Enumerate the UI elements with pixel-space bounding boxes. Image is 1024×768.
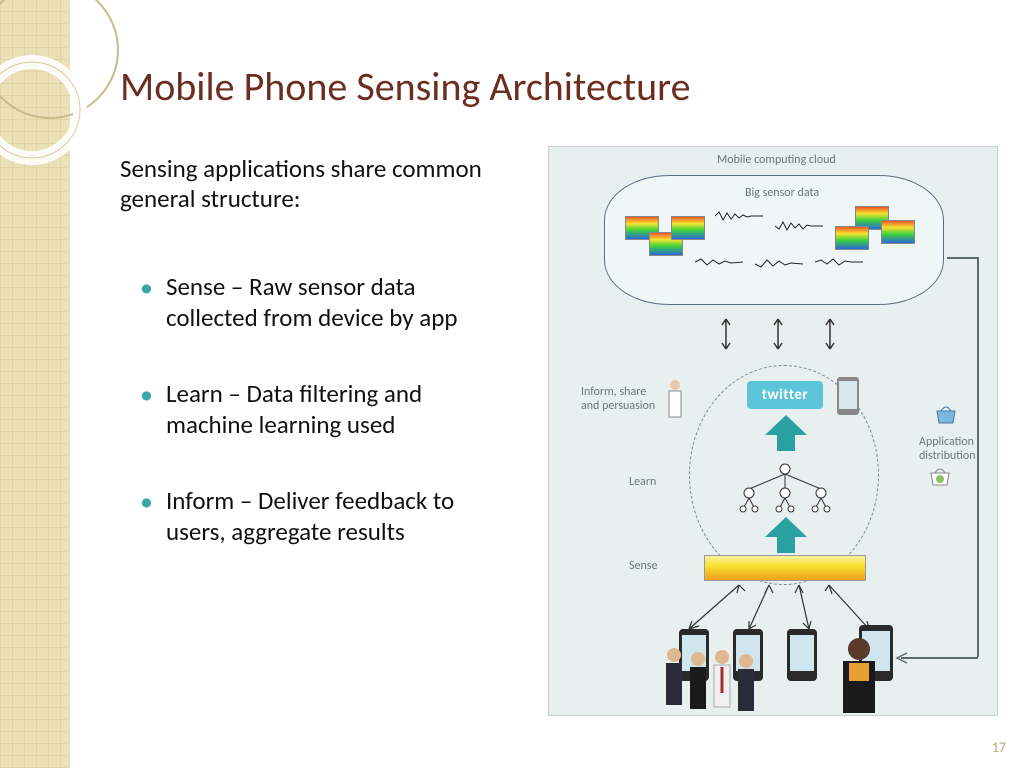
learn-network-icon [735,463,835,513]
phone-icon [787,629,817,681]
label-sense: Sense [629,559,657,573]
person-icon [733,653,759,715]
arrowhead-icon [895,651,909,665]
page-number: 17 [992,739,1006,756]
bullet-learn: Learn – Data filtering and machine learn… [140,379,510,440]
cloud-shape: Big sensor data [604,175,944,305]
dist-line [977,257,979,657]
waveform-icon [755,256,803,268]
slide-title: Mobile Phone Sensing Architecture [120,62,691,111]
person-icon [685,651,711,713]
heatmap-icon [835,226,869,250]
waveform-icon [715,208,763,220]
label-inform: Inform, share and persuasion [581,385,661,413]
phone-small-icon [837,377,859,415]
person-icon [709,649,735,711]
label-app-dist: Application distribution [919,435,991,463]
label-learn: Learn [629,475,656,489]
architecture-diagram: Mobile computing cloud Big sensor data I… [548,146,998,716]
label-big-sensor: Big sensor data [745,186,819,200]
heatmap-icon [671,216,705,240]
shopping-bag-icon [929,467,951,487]
intro-text: Sensing applications share common genera… [120,154,500,214]
bullet-inform: Inform – Deliver feedback to users, aggr… [140,486,510,547]
dist-line [947,257,977,259]
heatmap-icon [881,220,915,244]
sense-spectrogram [704,555,866,581]
arrow-up-teal-icon [761,413,811,453]
label-cloud-top: Mobile computing cloud [717,153,836,167]
waveform-icon [775,218,823,230]
bullet-list: Sense – Raw sensor data collected from d… [140,272,510,593]
shopping-bag-icon [935,405,957,425]
bullet-sense: Sense – Raw sensor data collected from d… [140,272,510,333]
waveform-icon [815,254,863,266]
arrow-bidir-icon [823,315,837,353]
arrow-bidir-icon [771,315,785,353]
person-large-icon [831,637,887,715]
waveform-icon [695,254,743,266]
dist-line [901,657,978,659]
arrow-bidir-icon [719,315,733,353]
person-icon [661,647,687,709]
scientist-icon [665,379,685,421]
arrow-up-teal-icon [761,515,811,555]
twitter-logo: twitter [747,381,823,409]
